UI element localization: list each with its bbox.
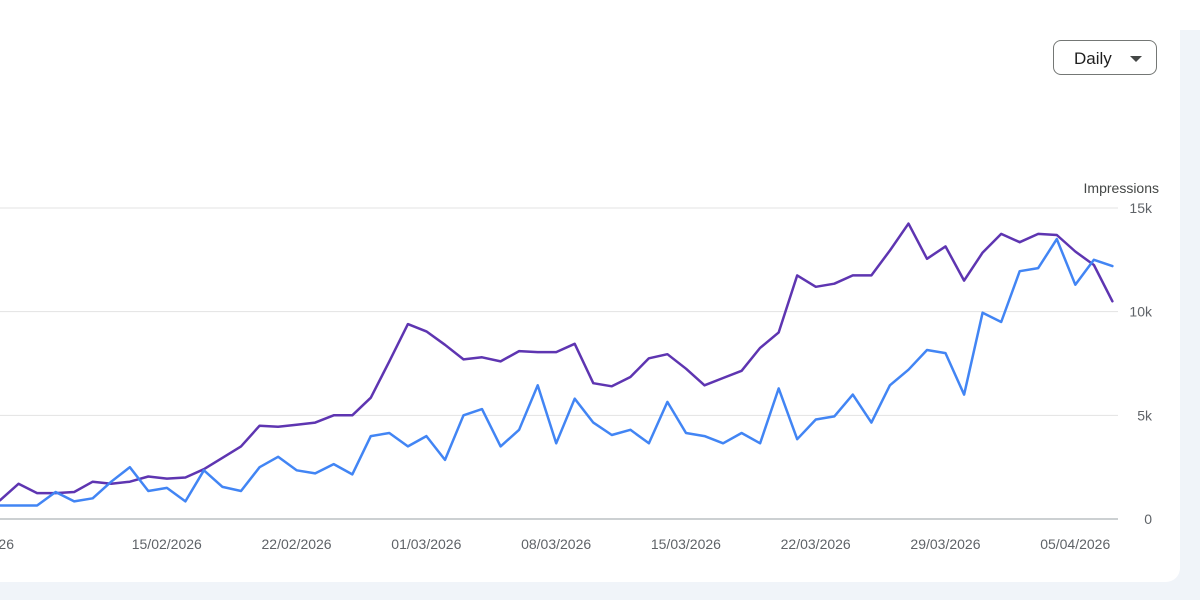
- y-tick-label: 0: [1144, 511, 1152, 527]
- x-tick-label: 15/02/2026: [132, 536, 202, 552]
- x-tick-label: 26: [0, 536, 14, 552]
- series-line-purple: [0, 222, 1114, 502]
- x-tick-label: 29/03/2026: [910, 536, 980, 552]
- x-tick-label: 05/04/2026: [1040, 536, 1110, 552]
- x-tick-label: 01/03/2026: [391, 536, 461, 552]
- label-layer: 0 5k 10k 15k 26 15/02/2026 22/02/2026 01/03/202…: [0, 200, 1153, 552]
- series-line-blue: [0, 237, 1114, 507]
- x-tick-label: 08/03/2026: [521, 536, 591, 552]
- chart-card: [0, 0, 1180, 582]
- line-layer: [0, 222, 1114, 507]
- caret-down-icon: [1130, 56, 1142, 62]
- granularity-dropdown-label: Daily: [1074, 49, 1112, 68]
- y-tick-label: 5k: [1137, 407, 1153, 423]
- grid-layer: [0, 207, 1118, 520]
- x-tick-label: 22/02/2026: [262, 536, 332, 552]
- y-tick-label: 15k: [1129, 200, 1153, 216]
- x-tick-label: 22/03/2026: [781, 536, 851, 552]
- top-strip: [0, 0, 1200, 30]
- page-gutter: [1180, 30, 1200, 600]
- x-tick-label: 15/03/2026: [651, 536, 721, 552]
- y-tick-label: 10k: [1129, 304, 1153, 320]
- performance-chart: 0 5k 10k 15k 26 15/02/2026 22/02/2026 01/03/202…: [0, 180, 1159, 552]
- granularity-dropdown[interactable]: Daily: [1053, 40, 1157, 75]
- right-axis-title: Impressions: [1084, 180, 1159, 196]
